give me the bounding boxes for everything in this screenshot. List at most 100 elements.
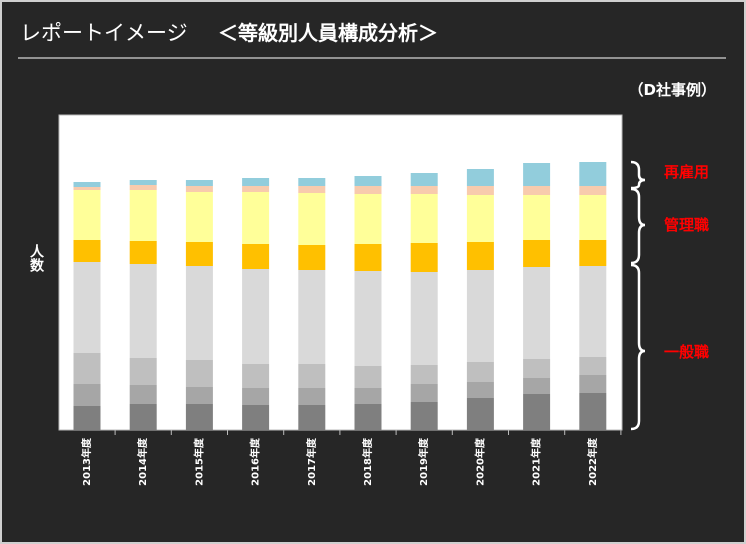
x-tick-label: 2014年度: [136, 437, 149, 486]
bar-segment: [242, 192, 270, 244]
note: （D社事例）: [629, 81, 716, 99]
bar-segment: [579, 266, 607, 357]
annotation: 管理職: [664, 216, 709, 234]
bar-segment: [579, 375, 607, 393]
bar-segment: [242, 186, 270, 192]
bar-segment: [185, 186, 213, 192]
brace: [630, 187, 646, 265]
x-tick-label: 2013年度: [80, 437, 93, 486]
bar-segment: [466, 362, 494, 382]
x-tick-label: 2017年度: [305, 437, 318, 486]
x-tick-label: 2016年度: [249, 437, 262, 486]
bar-segment: [242, 244, 270, 269]
bar-segment: [242, 364, 270, 388]
bar-segment: [242, 269, 270, 364]
bar-segment: [579, 357, 607, 375]
bar-segment: [410, 194, 438, 243]
bar-segment: [73, 353, 101, 384]
bar-segment: [523, 378, 551, 394]
bar-segment: [354, 176, 382, 186]
bar-segment: [523, 267, 551, 359]
bar-segment: [523, 394, 551, 430]
bar-segment: [523, 359, 551, 378]
x-tick-label: 2019年度: [417, 437, 430, 486]
bar-segment: [73, 262, 101, 353]
bar-segment: [129, 385, 157, 404]
x-tick-label: 2022年度: [586, 437, 599, 486]
bar-segment: [129, 241, 157, 264]
bar-segment: [129, 180, 157, 185]
bar-segment: [354, 366, 382, 388]
bar-segment: [185, 192, 213, 242]
brace: [630, 263, 646, 431]
bar-segment: [129, 185, 157, 190]
title: レポートイメージ: [20, 21, 188, 45]
bar-segment: [298, 388, 326, 405]
bar-segment: [466, 382, 494, 398]
bar-segment: [298, 178, 326, 186]
bar-segment: [410, 186, 438, 194]
bar-segment: [523, 240, 551, 267]
annotation: 再雇用: [664, 163, 709, 181]
braces: [630, 160, 646, 431]
bar-segment: [129, 264, 157, 358]
subtitle: ＜等級別人員構成分析＞: [218, 21, 438, 45]
bar-segment: [354, 194, 382, 244]
bar-segment: [185, 180, 213, 186]
bar-segment: [466, 398, 494, 430]
bar-segment: [410, 402, 438, 430]
x-tick-label: 2021年度: [530, 437, 543, 486]
bar-segment: [523, 195, 551, 240]
bar-segment: [298, 193, 326, 245]
bar-segment: [242, 178, 270, 186]
bar-segment: [73, 187, 101, 190]
bar-segment: [410, 173, 438, 186]
bar-segment: [579, 186, 607, 195]
bar-segment: [354, 186, 382, 194]
bar-segment: [579, 240, 607, 266]
bar-segment: [466, 242, 494, 270]
annotation: 一般職: [664, 343, 709, 361]
bar-segment: [298, 364, 326, 388]
x-tick-label: 2020年度: [473, 437, 486, 486]
bar-segment: [73, 384, 101, 406]
bar-segment: [242, 405, 270, 430]
bar-segment: [73, 240, 101, 262]
bar-segment: [354, 404, 382, 430]
y-axis-label: 人数: [28, 243, 44, 273]
bar-segment: [579, 162, 607, 186]
bar-segment: [73, 406, 101, 430]
bar-segment: [73, 190, 101, 240]
bar-segment: [523, 186, 551, 195]
bar-segment: [129, 404, 157, 430]
bar-segment: [129, 190, 157, 241]
bar-segment: [410, 384, 438, 402]
bar-segment: [185, 266, 213, 360]
bar-segment: [466, 186, 494, 195]
bar-segment: [466, 169, 494, 186]
bar-segment: [579, 393, 607, 430]
bar-segment: [466, 195, 494, 242]
bar-segment: [410, 272, 438, 365]
bar-segment: [579, 195, 607, 240]
bar-segment: [466, 270, 494, 362]
bar-segment: [354, 388, 382, 404]
bar-segment: [298, 270, 326, 364]
bar-segment: [523, 163, 551, 186]
bar-segment: [185, 404, 213, 430]
x-tick-label: 2018年度: [361, 437, 374, 486]
bar-segment: [298, 405, 326, 430]
bar-segment: [354, 271, 382, 366]
bar-segment: [129, 358, 157, 385]
x-tick-label: 2015年度: [192, 437, 205, 486]
bar-segment: [185, 242, 213, 266]
bar-segment: [185, 387, 213, 404]
bar-segment: [242, 388, 270, 405]
bar-segment: [73, 182, 101, 187]
bar-segment: [298, 245, 326, 270]
bar-segment: [410, 243, 438, 272]
bar-segment: [298, 186, 326, 193]
bar-segment: [410, 365, 438, 384]
